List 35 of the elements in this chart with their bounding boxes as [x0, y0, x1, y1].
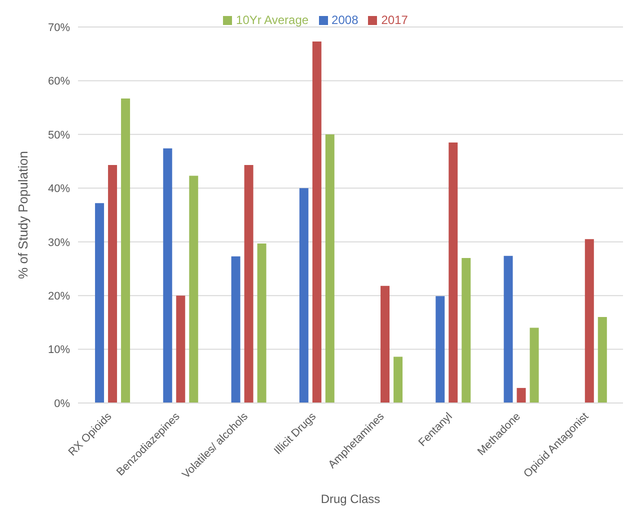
- y-tick-label: 10%: [48, 344, 70, 356]
- bar: [108, 165, 118, 403]
- bar: [394, 356, 403, 403]
- legend-label: 2017: [381, 13, 408, 27]
- y-axis-title: % of Study Population: [16, 151, 31, 279]
- bar: [530, 328, 539, 403]
- y-tick-label: 0%: [54, 398, 70, 410]
- bar: [312, 42, 322, 403]
- bar: [598, 317, 607, 403]
- y-tick-label: 60%: [48, 76, 70, 88]
- y-tick-label: 20%: [48, 290, 70, 302]
- legend-label: 2008: [332, 13, 358, 27]
- x-axis-title: Drug Class: [320, 492, 380, 506]
- bar: [462, 258, 471, 403]
- bar: [95, 203, 104, 403]
- bar: [325, 134, 334, 403]
- bar: [584, 239, 594, 403]
- bar: [231, 256, 240, 403]
- y-tick-label: 50%: [48, 129, 70, 142]
- bar: [516, 388, 526, 403]
- legend-label: 10Yr Average: [236, 13, 309, 27]
- bar: [380, 286, 390, 403]
- y-tick-label: 40%: [48, 183, 70, 196]
- bar: [299, 188, 308, 403]
- bar: [257, 243, 266, 403]
- bar: [448, 142, 458, 403]
- bar: [176, 296, 186, 403]
- bar: [121, 98, 130, 403]
- bar: [436, 296, 445, 403]
- bar: [163, 148, 172, 403]
- bar: [504, 256, 513, 403]
- y-tick-label: 70%: [48, 22, 70, 34]
- bar: [189, 176, 198, 403]
- y-tick-label: 30%: [48, 236, 70, 249]
- bar: [244, 165, 254, 403]
